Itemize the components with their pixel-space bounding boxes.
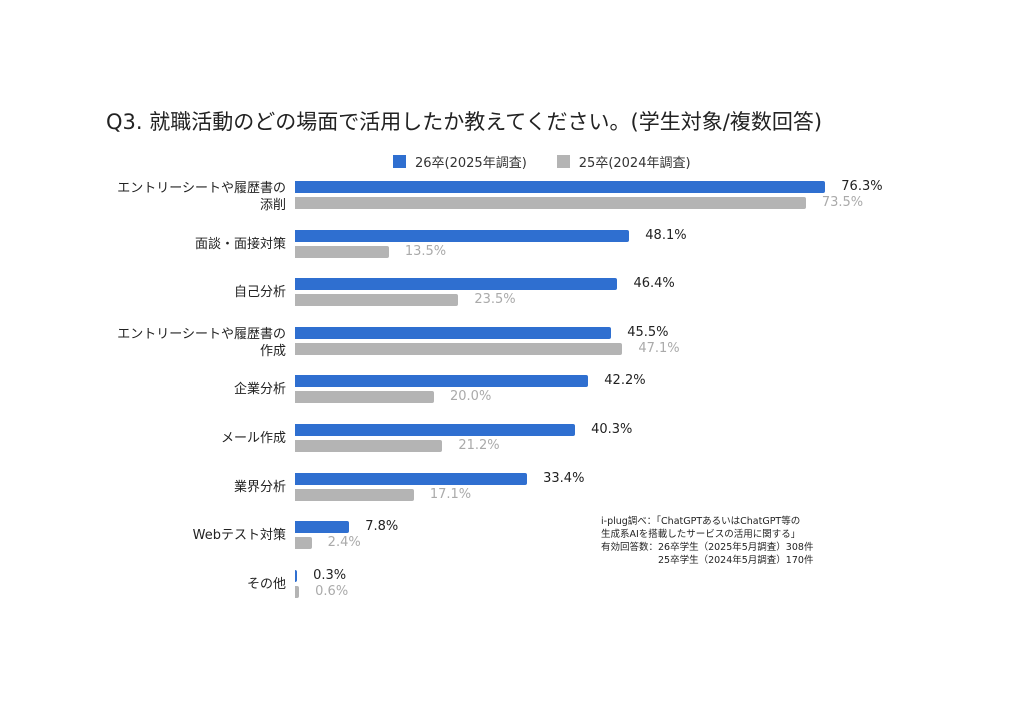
value-label-previous: 23.5% [474,292,516,308]
chart-row: エントリーシートや履歴書の 作成 45.5% 47.1% [0,324,1024,367]
legend-swatch-current [393,155,406,168]
chart-row: その他 0.3% 0.6% [0,567,1024,610]
value-label-previous: 47.1% [638,340,680,356]
value-label-current: 46.4% [633,276,675,292]
value-label-current: 42.2% [604,373,646,389]
bar-previous [295,391,434,404]
value-label-previous: 0.6% [315,583,349,599]
source-note: i-plug調べ：「ChatGPTあるいはChatGPT等の 生成系AIを搭載した… [601,515,813,567]
category-label-line: 面談・面接対策 [194,236,286,252]
category-label-line: Webテスト対策 [192,528,286,544]
category-label: メール作成 [221,430,286,447]
category-label-line: 企業分析 [233,382,286,398]
bar-previous [295,537,312,550]
legend-label-previous: 25卒(2024年調査) [578,156,691,171]
chart-row: メール作成 40.3% 21.2% [0,422,1024,464]
category-label: その他 [247,576,286,593]
note-line-2: 生成系AIを搭載したサービスの活用に関する」 [601,529,801,540]
category-label-line: その他 [246,576,286,592]
category-label-line: エントリーシートや履歴書の [117,181,286,196]
bar-current [295,472,528,485]
bar-previous [295,585,300,598]
category-label: Webテスト対策 [193,527,286,544]
bar-current [295,326,612,339]
legend-item-previous: 25卒(2024年調査) [556,152,691,171]
bar-previous [295,245,389,258]
chart-row: Webテスト対策 7.8% 2.4% [0,519,1024,561]
bar-previous [295,197,806,209]
category-label: エントリーシートや履歴書の添削 [117,180,286,214]
value-label-current: 48.1% [645,227,687,243]
legend-swatch-previous [556,155,570,168]
value-label-previous: 21.2% [458,438,500,453]
bar-current [295,375,589,388]
bar-previous [295,294,459,307]
note-line-1: i-plug調べ：「ChatGPTあるいはChatGPT等の [601,516,801,527]
bar-previous [295,342,623,355]
value-label-previous: 17.1% [429,486,472,502]
category-label: 自己分析 [234,284,286,301]
bar-current [295,181,826,193]
value-label-current: 40.3% [591,422,633,437]
chart-row: エントリーシートや履歴書の添削 76.3% 73.5% [0,179,1024,221]
bar-previous [295,488,414,501]
value-label-previous: 20.0% [450,389,492,405]
category-label-line: 業界分析 [233,479,286,495]
chart-row: 面談・面接対策 48.1% 13.5% [0,227,1024,270]
value-label-current: 45.5% [627,324,669,340]
category-label: 企業分析 [234,381,286,398]
category-label: 業界分析 [234,479,286,496]
value-label-current: 76.3% [841,179,883,194]
chart-row: 自己分析 46.4% 23.5% [0,276,1024,318]
value-label-current: 33.4% [543,470,585,486]
chart-title: Q3. 就職活動のどの場面で活用したか教えてください。(学生対象/複数回答) [106,110,823,134]
bar-current [295,229,630,242]
category-label: 面談・面接対策 [195,236,286,253]
category-label-line: 作成 [259,343,286,359]
legend-label-current: 26卒(2025年調査) [415,156,527,171]
category-label-line: 自己分析 [233,285,286,301]
bar-current [295,521,350,534]
category-label: エントリーシートや履歴書の 作成 [117,326,286,360]
value-label-previous: 2.4% [327,535,361,551]
bar-current [295,278,618,291]
category-label-line: メール作成 [220,431,286,446]
legend: 26卒(2025年調査) 25卒(2024年調査) [393,152,721,171]
chart-row: 業界分析 33.4% 17.1% [0,470,1024,513]
bar-current [295,424,576,436]
category-label-line: 添削 [259,198,286,213]
value-label-current: 0.3% [313,567,347,583]
bar-current [295,569,298,582]
bar-previous [295,440,443,452]
category-label-line: エントリーシートや履歴書の [117,326,286,342]
value-label-previous: 13.5% [404,243,447,259]
legend-item-current: 26卒(2025年調査) [393,152,527,171]
value-label-current: 7.8% [365,519,399,535]
value-label-previous: 73.5% [821,195,864,210]
chart-row: 企業分析 42.2% 20.0% [0,373,1024,415]
note-line-4: 25卒学生（2024年5月調査）170件 [601,555,814,566]
note-line-3: 有効回答数：26卒学生（2025年5月調査）308件 [601,542,814,553]
